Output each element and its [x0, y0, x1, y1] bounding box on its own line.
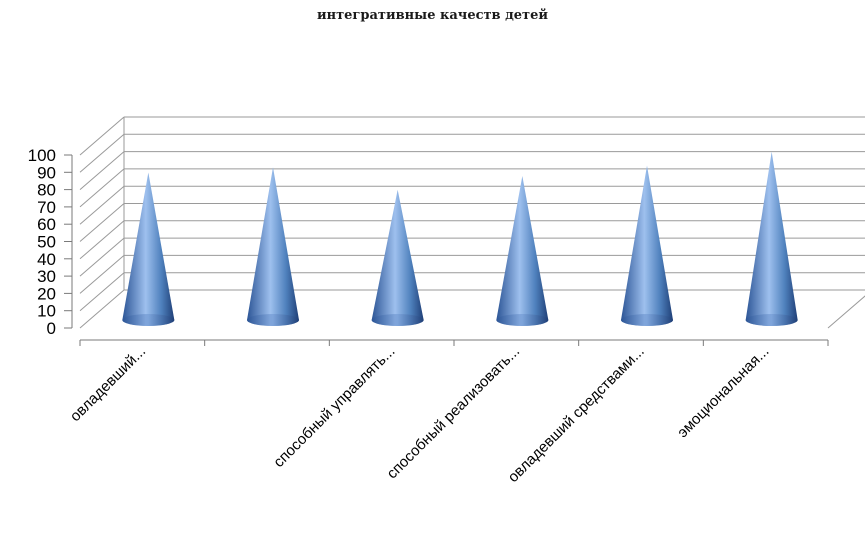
gridline-side: [79, 237, 125, 277]
y-tick-label: 0: [47, 319, 56, 338]
gridline-side: [79, 255, 125, 294]
cone-base: [247, 314, 299, 326]
y-tick-label: 100: [28, 146, 56, 165]
cone-base: [371, 314, 424, 326]
cone-body: [745, 151, 798, 326]
y-tick-label: 80: [37, 181, 56, 200]
cone-body: [621, 165, 673, 326]
x-axis: [79, 339, 829, 346]
gridline-side: [79, 203, 125, 242]
cone-bar: [247, 167, 299, 326]
cone-bar: [621, 165, 673, 326]
cone-bar: [122, 172, 175, 326]
gridline-side: [79, 185, 125, 225]
cone-bar: [496, 175, 549, 326]
x-category-label: способный реализовать...: [384, 343, 524, 483]
y-tick-label: 50: [37, 233, 56, 252]
x-category-label: способный управлять...: [270, 343, 398, 471]
cone-body: [496, 175, 549, 326]
x-category-label: овладевший средствами...: [505, 343, 648, 486]
cone-base: [745, 314, 798, 326]
y-tick-label: 60: [37, 215, 56, 234]
y-tick-label: 30: [37, 267, 56, 286]
floor-right-edge: [827, 295, 865, 329]
gridline-side: [79, 272, 125, 312]
gridlines: [79, 116, 865, 329]
cone-base: [496, 314, 549, 326]
gridline-side: [79, 133, 125, 173]
gridline-side: [79, 220, 125, 260]
x-axis-labels: овладевший... способный управлять...спосо…: [67, 343, 773, 486]
cone-bar: [745, 151, 798, 326]
y-tick-label: 70: [37, 198, 56, 217]
x-category-label: эмоциональная...: [674, 343, 772, 441]
cone-base: [621, 314, 673, 326]
y-tick-label: 40: [37, 250, 56, 269]
x-category-label: овладевший...: [67, 343, 149, 425]
cones: [122, 151, 798, 326]
cone-base: [122, 314, 175, 326]
chart-title: интегративные качеств детей: [316, 8, 549, 23]
cone-body: [122, 172, 175, 326]
cone-body: [371, 189, 424, 326]
y-tick-label: 10: [37, 302, 56, 321]
y-tick-label: 20: [37, 284, 56, 303]
gridline-side: [79, 289, 125, 329]
gridline-side: [79, 151, 125, 190]
gridline-side: [79, 116, 125, 156]
y-tick-label: 90: [37, 163, 56, 182]
cone-bar: [371, 189, 424, 326]
cone-body: [247, 167, 299, 326]
gridline-side: [79, 168, 125, 208]
